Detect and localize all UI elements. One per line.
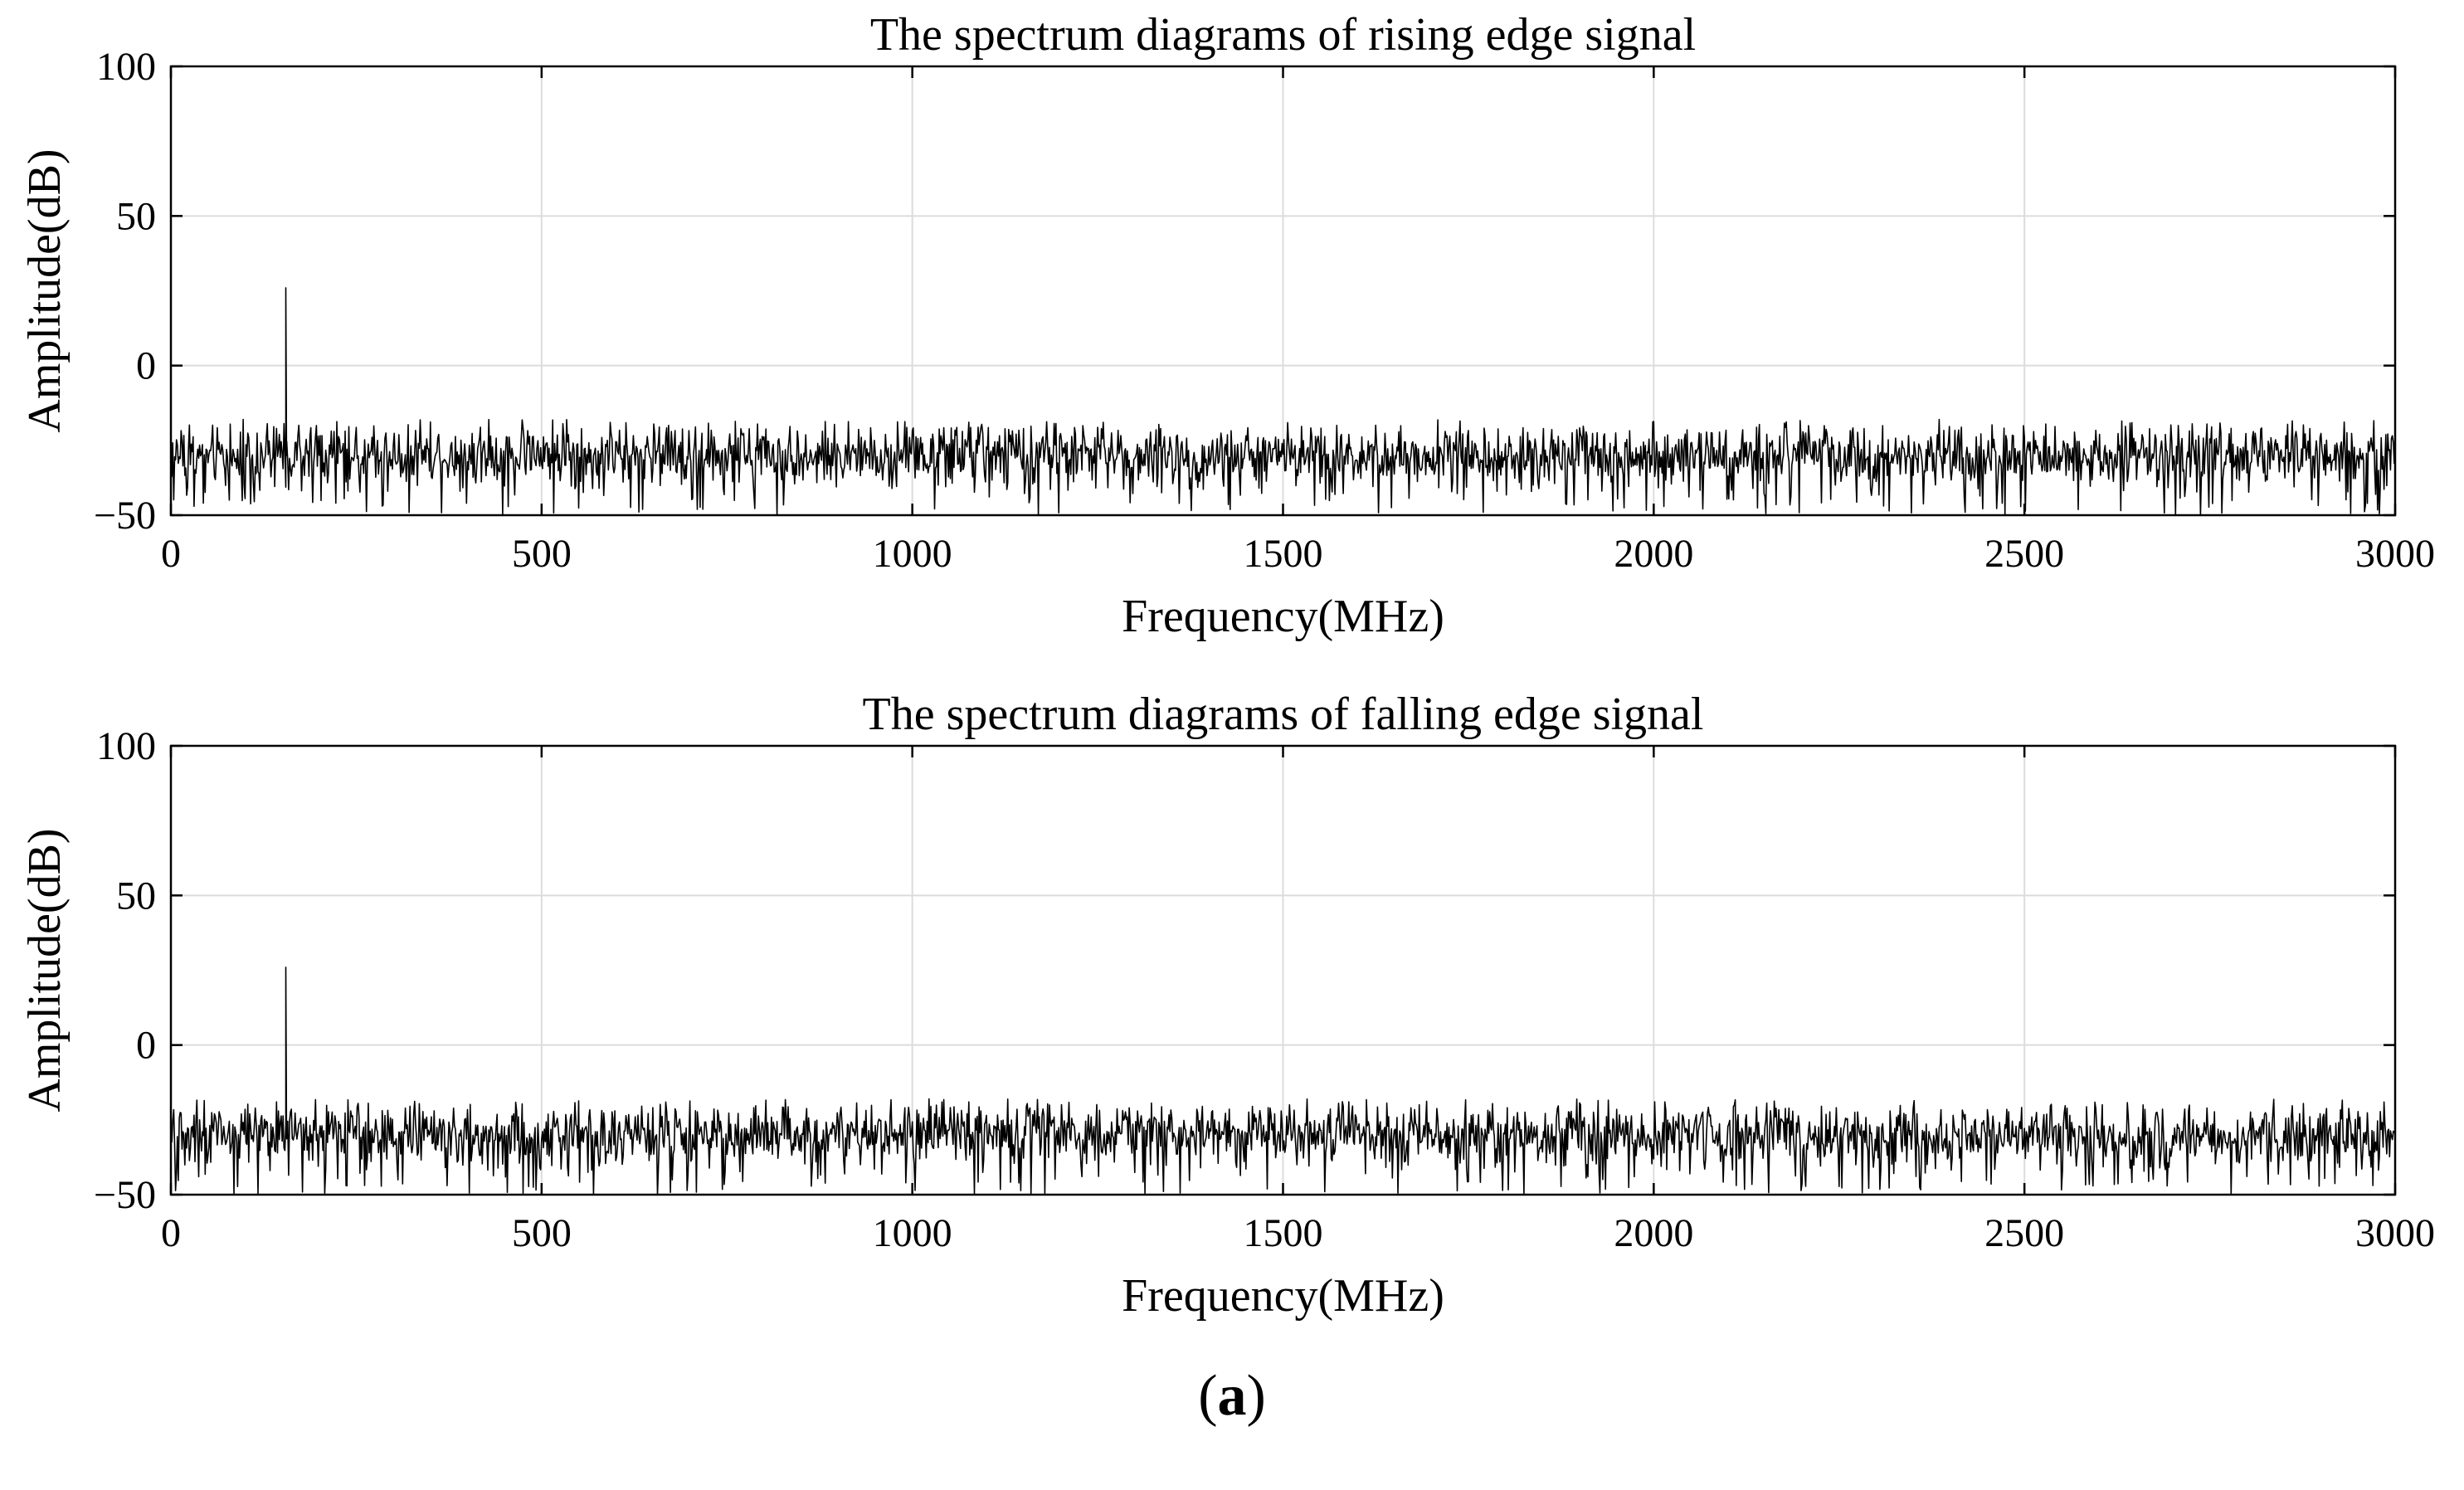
spectrum-line [170, 287, 2396, 516]
x-tick-label: 2000 [1614, 1211, 1693, 1255]
spectrum-line [170, 967, 2396, 1195]
y-tick-label: −50 [94, 1173, 156, 1217]
x-tick-label: 0 [161, 532, 181, 576]
y-tick-label: −50 [94, 494, 156, 538]
x-axis-label: Frequency(MHz) [1122, 1270, 1444, 1322]
y-tick-label: 0 [136, 1024, 156, 1068]
y-tick-label: 100 [96, 724, 156, 768]
x-tick-label: 3000 [2355, 1211, 2435, 1255]
y-tick-label: 50 [116, 194, 156, 238]
figure-caption: (a) [1198, 1364, 1266, 1428]
x-tick-label: 1500 [1244, 532, 1323, 576]
y-tick-label: 100 [96, 45, 156, 89]
y-axis-label: Amplitude(dB) [19, 149, 71, 432]
x-tick-label: 2500 [1984, 532, 2064, 576]
y-tick-label: 0 [136, 344, 156, 388]
x-tick-label: 1000 [873, 532, 952, 576]
x-tick-label: 500 [512, 1211, 572, 1255]
y-tick-label: 50 [116, 874, 156, 918]
x-tick-label: 3000 [2355, 532, 2435, 576]
x-tick-label: 500 [512, 532, 572, 576]
x-axis-label: Frequency(MHz) [1122, 591, 1444, 642]
y-axis-label: Amplitude(dB) [19, 828, 71, 1112]
x-tick-label: 1500 [1244, 1211, 1323, 1255]
chart-title: The spectrum diagrams of rising edge sig… [870, 9, 1696, 61]
x-tick-label: 2500 [1984, 1211, 2064, 1255]
chart-title: The spectrum diagrams of falling edge si… [863, 689, 1704, 740]
x-tick-label: 1000 [873, 1211, 952, 1255]
x-tick-label: 0 [161, 1211, 181, 1255]
x-tick-label: 2000 [1614, 532, 1693, 576]
